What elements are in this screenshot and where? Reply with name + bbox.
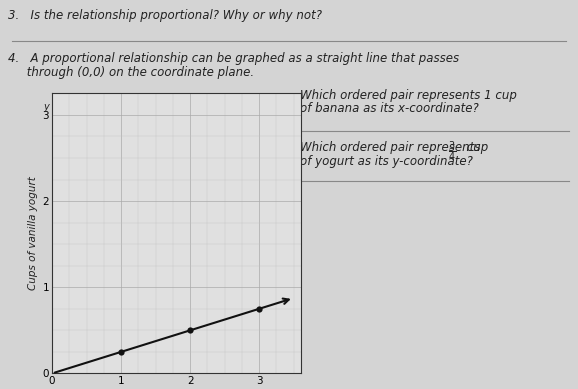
Text: 3.   Is the relationship proportional? Why or why not?: 3. Is the relationship proportional? Why…: [8, 9, 322, 22]
Text: Which ordered pair represents 1 cup: Which ordered pair represents 1 cup: [300, 89, 517, 102]
Text: y: y: [44, 102, 50, 112]
Text: through (0,0) on the coordinate plane.: through (0,0) on the coordinate plane.: [8, 66, 254, 79]
Y-axis label: Cups of vanilla yogurt: Cups of vanilla yogurt: [28, 177, 39, 290]
Text: 4.   A proportional relationship can be graphed as a straight line that passes: 4. A proportional relationship can be gr…: [8, 52, 459, 65]
Text: Which ordered pair represents: Which ordered pair represents: [300, 141, 484, 154]
Text: of yogurt as its y-coordinate?: of yogurt as its y-coordinate?: [300, 155, 473, 168]
Text: cup: cup: [463, 141, 488, 154]
Text: of banana as its x-coordinate?: of banana as its x-coordinate?: [300, 102, 479, 115]
Text: $\frac{3}{4}$: $\frac{3}{4}$: [448, 140, 456, 164]
